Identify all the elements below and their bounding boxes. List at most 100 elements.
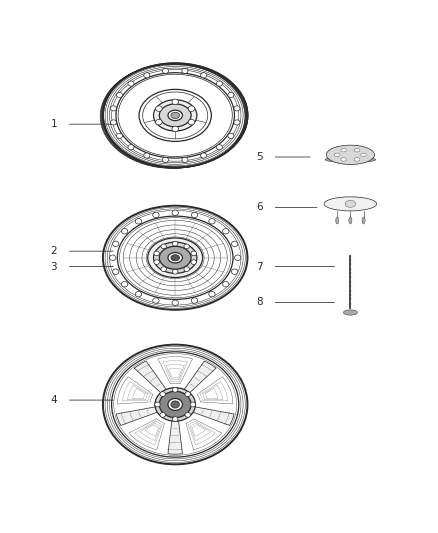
Ellipse shape bbox=[128, 81, 134, 86]
Ellipse shape bbox=[153, 242, 197, 273]
Ellipse shape bbox=[223, 229, 229, 234]
Ellipse shape bbox=[110, 255, 116, 261]
Ellipse shape bbox=[117, 133, 123, 139]
Polygon shape bbox=[129, 419, 164, 450]
Ellipse shape bbox=[159, 246, 191, 269]
Ellipse shape bbox=[103, 206, 247, 310]
Ellipse shape bbox=[361, 153, 367, 157]
Ellipse shape bbox=[168, 399, 183, 410]
Polygon shape bbox=[158, 357, 193, 384]
Ellipse shape bbox=[155, 387, 195, 421]
Text: 1: 1 bbox=[50, 119, 57, 129]
Ellipse shape bbox=[113, 269, 119, 274]
Ellipse shape bbox=[159, 104, 191, 127]
Ellipse shape bbox=[159, 391, 191, 418]
Ellipse shape bbox=[185, 413, 191, 417]
Ellipse shape bbox=[162, 68, 169, 74]
Ellipse shape bbox=[234, 120, 240, 125]
Polygon shape bbox=[186, 419, 222, 450]
Ellipse shape bbox=[173, 270, 178, 274]
Ellipse shape bbox=[188, 119, 195, 125]
Ellipse shape bbox=[234, 255, 241, 261]
Ellipse shape bbox=[190, 402, 196, 407]
Ellipse shape bbox=[162, 157, 169, 163]
Ellipse shape bbox=[113, 241, 119, 247]
Ellipse shape bbox=[116, 72, 234, 158]
Ellipse shape bbox=[209, 219, 215, 224]
Text: 6: 6 bbox=[256, 203, 263, 212]
Ellipse shape bbox=[341, 158, 346, 161]
Text: 7: 7 bbox=[256, 262, 263, 271]
Ellipse shape bbox=[182, 68, 188, 74]
Ellipse shape bbox=[191, 212, 198, 217]
Ellipse shape bbox=[160, 392, 166, 397]
Polygon shape bbox=[117, 407, 159, 425]
Ellipse shape bbox=[223, 281, 229, 287]
Polygon shape bbox=[191, 407, 234, 425]
Ellipse shape bbox=[334, 153, 340, 157]
Ellipse shape bbox=[325, 157, 376, 163]
Ellipse shape bbox=[201, 153, 207, 158]
Ellipse shape bbox=[110, 106, 117, 111]
Ellipse shape bbox=[209, 292, 215, 297]
Ellipse shape bbox=[171, 255, 180, 261]
Ellipse shape bbox=[354, 149, 360, 152]
Ellipse shape bbox=[153, 212, 159, 217]
Ellipse shape bbox=[172, 210, 178, 215]
Ellipse shape bbox=[121, 229, 128, 234]
Ellipse shape bbox=[184, 244, 189, 249]
Ellipse shape bbox=[139, 90, 212, 141]
Ellipse shape bbox=[336, 217, 339, 224]
Ellipse shape bbox=[172, 126, 178, 132]
Text: 8: 8 bbox=[256, 297, 263, 308]
Ellipse shape bbox=[343, 310, 357, 315]
Ellipse shape bbox=[168, 110, 183, 120]
Ellipse shape bbox=[216, 144, 223, 150]
Ellipse shape bbox=[234, 106, 240, 111]
Polygon shape bbox=[117, 377, 153, 404]
Ellipse shape bbox=[231, 241, 238, 247]
Ellipse shape bbox=[153, 298, 159, 303]
Ellipse shape bbox=[121, 281, 128, 287]
Ellipse shape bbox=[172, 99, 178, 104]
Ellipse shape bbox=[182, 157, 188, 163]
Ellipse shape bbox=[191, 260, 197, 264]
Ellipse shape bbox=[173, 417, 178, 422]
Ellipse shape bbox=[135, 292, 141, 297]
Ellipse shape bbox=[216, 81, 223, 86]
Ellipse shape bbox=[345, 200, 356, 207]
Ellipse shape bbox=[144, 72, 150, 78]
Ellipse shape bbox=[172, 300, 178, 305]
Polygon shape bbox=[198, 377, 233, 404]
Ellipse shape bbox=[148, 238, 203, 278]
Ellipse shape bbox=[191, 251, 197, 256]
Ellipse shape bbox=[161, 267, 166, 271]
Text: 3: 3 bbox=[50, 262, 57, 271]
Ellipse shape bbox=[362, 217, 365, 224]
Ellipse shape bbox=[112, 352, 239, 457]
Ellipse shape bbox=[173, 241, 178, 246]
Ellipse shape bbox=[184, 267, 189, 271]
Ellipse shape bbox=[324, 197, 377, 211]
Ellipse shape bbox=[128, 144, 134, 150]
Polygon shape bbox=[168, 419, 183, 454]
Ellipse shape bbox=[228, 133, 234, 139]
Ellipse shape bbox=[188, 106, 195, 111]
Ellipse shape bbox=[103, 63, 247, 167]
Ellipse shape bbox=[228, 92, 234, 98]
Ellipse shape bbox=[135, 219, 141, 224]
Ellipse shape bbox=[171, 112, 180, 118]
Ellipse shape bbox=[191, 298, 198, 303]
Ellipse shape bbox=[110, 120, 117, 125]
Ellipse shape bbox=[326, 145, 374, 165]
Ellipse shape bbox=[160, 413, 166, 417]
Ellipse shape bbox=[155, 106, 162, 111]
Ellipse shape bbox=[103, 345, 247, 464]
Ellipse shape bbox=[144, 153, 150, 158]
Ellipse shape bbox=[341, 149, 346, 152]
Ellipse shape bbox=[154, 260, 159, 264]
Text: 2: 2 bbox=[50, 246, 57, 256]
Ellipse shape bbox=[354, 158, 360, 161]
Ellipse shape bbox=[173, 387, 178, 392]
Ellipse shape bbox=[185, 392, 191, 397]
